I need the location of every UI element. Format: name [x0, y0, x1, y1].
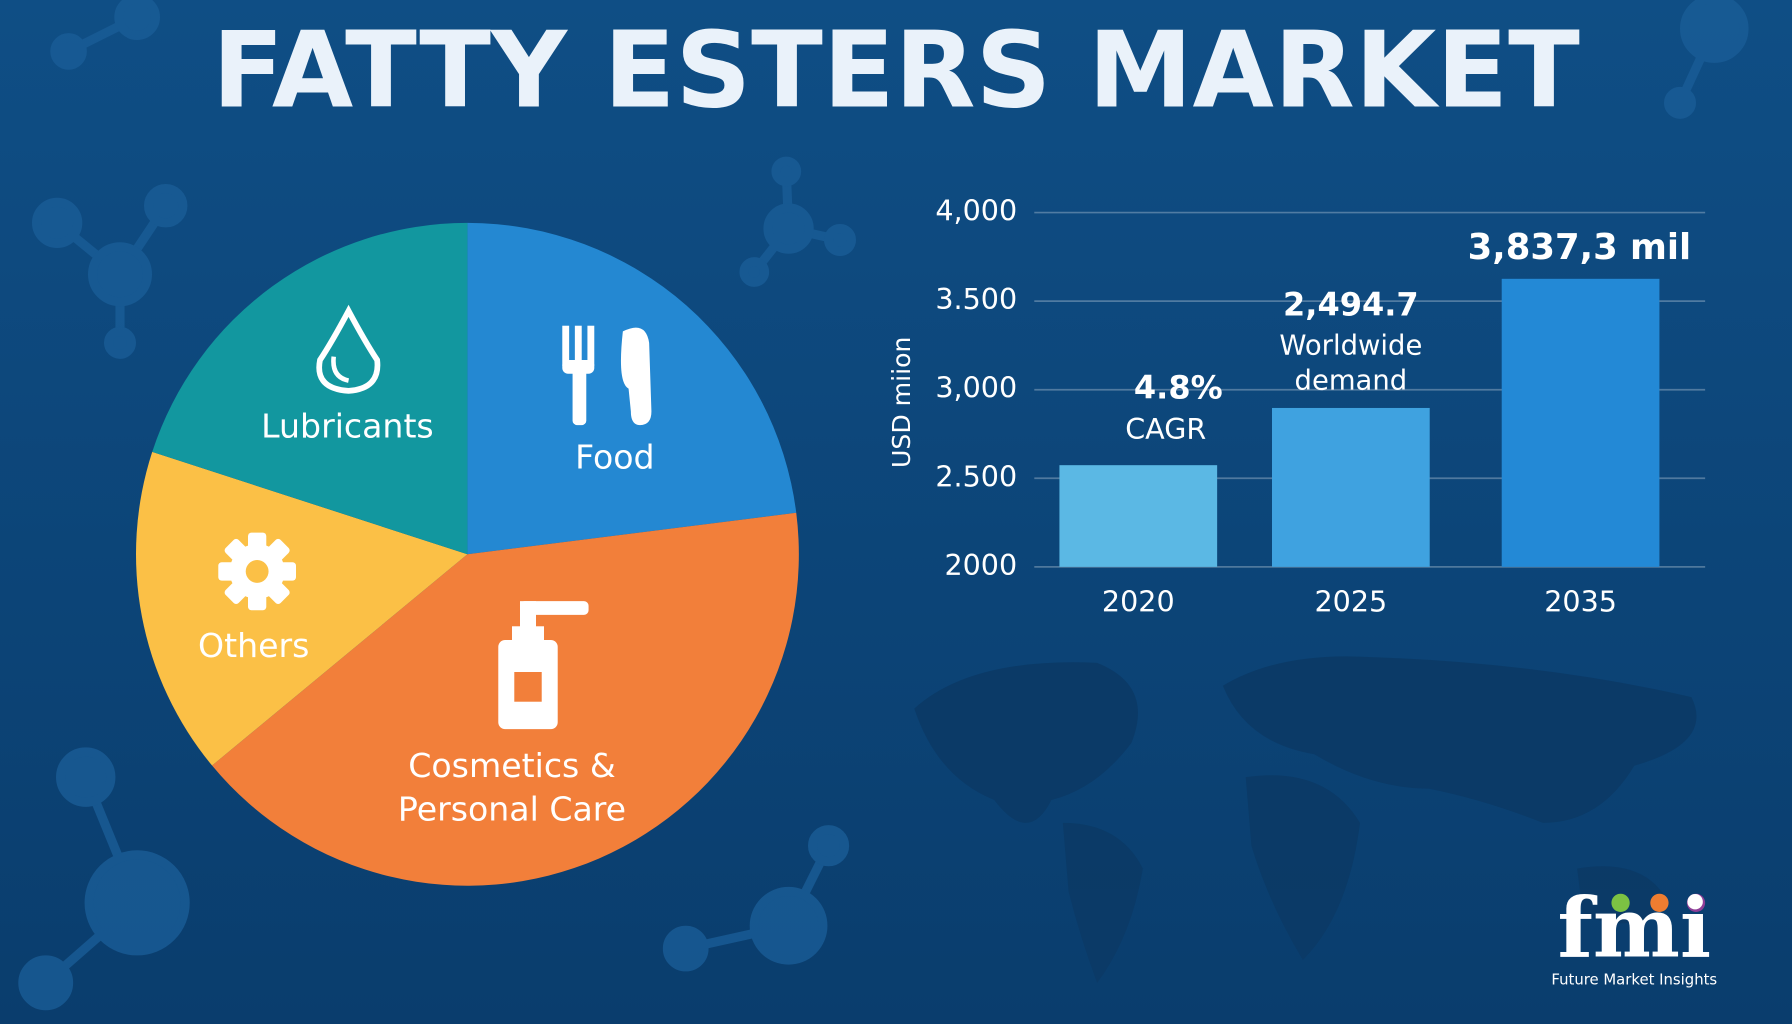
- slice-label: Cosmetics & Personal Care: [397, 746, 627, 829]
- pie-slice: [152, 222, 468, 555]
- bar-chart: 2000 2.500 3,000 3.500 4,000 USD miion 2020 202…: [887, 194, 1706, 618]
- x-tick-label: 2035: [1544, 584, 1617, 618]
- y-axis-label: USD miion: [887, 337, 916, 468]
- logo-name: Future Market Insights: [1551, 971, 1717, 989]
- slice-label: Lubricants: [261, 407, 434, 446]
- logo-dot: [1611, 893, 1630, 912]
- y-tick-label: 2000: [944, 548, 1017, 582]
- x-tick-label: 2025: [1315, 584, 1388, 618]
- annotation-box: Worldwide demand: [1279, 328, 1423, 397]
- y-tick-label: 3,000: [935, 371, 1017, 405]
- y-tick-label: 4,000: [935, 194, 1017, 228]
- main-title: FATTY ESTERS MARKET: [212, 9, 1580, 132]
- logo: fmi Future Market Insights: [1551, 880, 1717, 988]
- slice-label: Food: [575, 437, 655, 477]
- y-tick-label: 2.500: [935, 459, 1017, 493]
- slice-label-box: Others: [198, 626, 310, 666]
- world-map-decoration: [914, 656, 1697, 983]
- bar: [1501, 278, 1660, 567]
- bar: [1272, 407, 1430, 567]
- logo-dot: [1686, 893, 1706, 912]
- slice-label-box: Lubricants: [261, 407, 434, 446]
- droplet-icon: [316, 304, 381, 394]
- slice-label-box: Cosmetics & Personal Care: [397, 746, 627, 829]
- annotation: Worldwide demand: [1279, 328, 1423, 397]
- annotation: 2,494.7: [1283, 285, 1419, 323]
- molecule-decoration: [18, 0, 1749, 1011]
- y-tick-label: 3.500: [935, 282, 1017, 316]
- fork-knife-icon: [562, 325, 652, 426]
- logo-mark: fmi: [1557, 880, 1711, 976]
- annotation: 4.8%: [1134, 369, 1223, 407]
- pie-icons: [218, 304, 652, 730]
- slice-label: Others: [198, 626, 310, 666]
- bar: [1059, 465, 1218, 567]
- bottle-icon: [498, 601, 589, 730]
- annotation: 3,837,3 mil: [1468, 227, 1692, 268]
- gear-icon: [218, 532, 296, 611]
- x-tick-label: 2020: [1102, 584, 1175, 618]
- slice-label-box: Food: [575, 437, 655, 477]
- annotation: CAGR: [1125, 412, 1206, 446]
- pie-slice: [136, 451, 468, 766]
- logo-dot: [1650, 893, 1669, 912]
